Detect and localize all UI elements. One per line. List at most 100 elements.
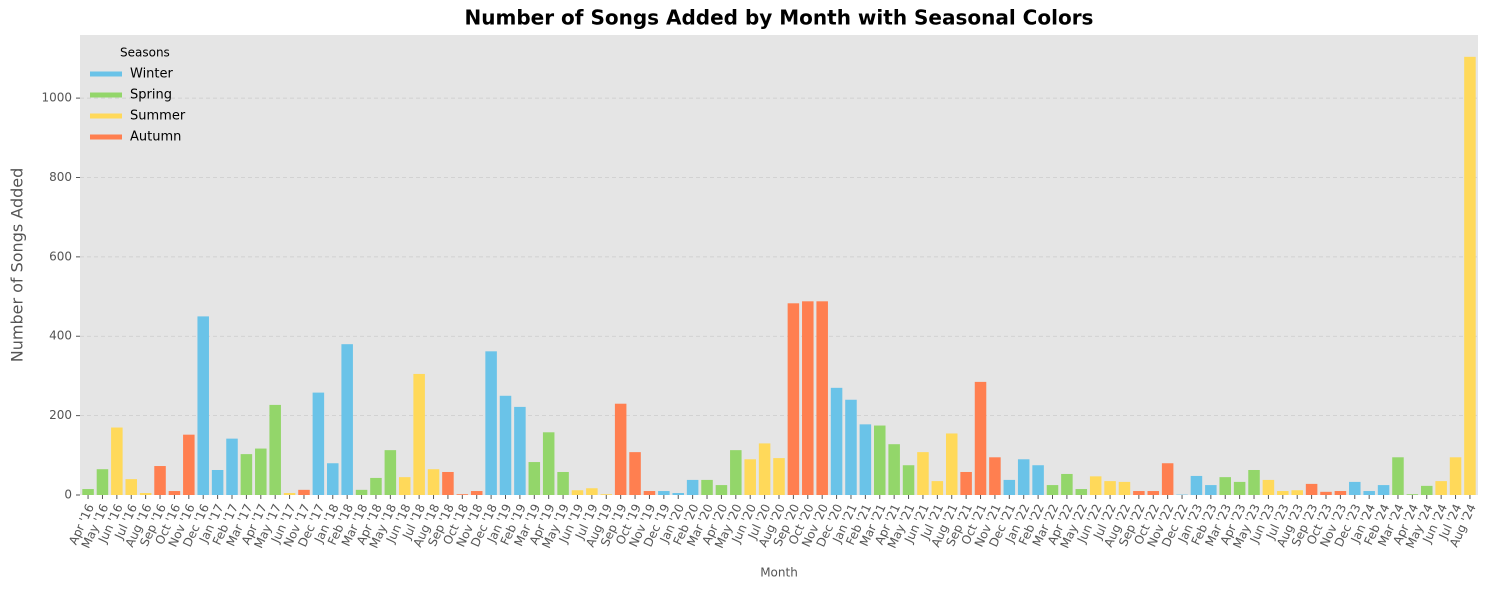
bar: [341, 344, 353, 495]
y-tick-label: 1000: [41, 91, 72, 105]
bar: [845, 399, 857, 495]
legend-label: Spring: [130, 88, 172, 103]
bar: [499, 395, 512, 495]
bar: [686, 479, 699, 495]
bar: [427, 469, 440, 495]
bar: [370, 477, 382, 495]
bar: [614, 403, 627, 495]
bar: [298, 489, 310, 495]
bar: [1262, 479, 1275, 495]
bar: [1277, 491, 1289, 495]
bar: [82, 489, 94, 495]
legend-label: Autumn: [130, 130, 181, 145]
bar: [1449, 457, 1462, 495]
bar: [528, 462, 541, 495]
bar: [470, 491, 483, 495]
bar: [1017, 459, 1030, 495]
bar: [1464, 56, 1476, 495]
bar: [1147, 491, 1160, 495]
bar: [1032, 465, 1044, 495]
bar: [1003, 479, 1016, 495]
legend-label: Summer: [130, 109, 186, 124]
bar: [1291, 490, 1303, 495]
bar: [571, 490, 584, 495]
bar: [542, 432, 555, 495]
bar: [1089, 476, 1102, 495]
bar: [830, 387, 843, 495]
bar: [312, 392, 325, 495]
bar: [111, 427, 123, 495]
bar: [787, 303, 800, 495]
bar: [1104, 481, 1116, 495]
bar: [931, 481, 944, 495]
bar: [974, 381, 987, 495]
bar: [384, 450, 397, 495]
bar: [355, 489, 368, 495]
bar: [283, 493, 296, 495]
bar: [672, 493, 684, 495]
bar: [1190, 475, 1203, 495]
bar: [1305, 483, 1318, 495]
y-tick-label: 0: [64, 488, 72, 502]
bar: [1133, 491, 1145, 495]
bar: [413, 373, 425, 495]
bar: [96, 469, 109, 495]
legend-label: Winter: [130, 67, 174, 82]
bar: [629, 452, 641, 495]
y-axis-label: Number of Songs Added: [8, 168, 27, 363]
bar: [1392, 457, 1404, 495]
bar: [1363, 491, 1375, 495]
y-tick-label: 800: [49, 170, 72, 184]
bar: [154, 466, 166, 495]
bar: [398, 477, 411, 495]
x-axis-label: Month: [760, 566, 798, 580]
bar: [586, 488, 598, 495]
bar: [802, 301, 814, 495]
bar: [1248, 469, 1260, 495]
bar: [327, 463, 339, 495]
bar: [600, 494, 613, 495]
legend-title: Seasons: [120, 46, 170, 60]
bar: [643, 491, 656, 495]
bar: [1377, 485, 1390, 495]
bar: [269, 404, 281, 495]
bar: [1406, 494, 1419, 495]
bar: [514, 406, 526, 495]
bar: [211, 469, 224, 495]
bar: [1233, 481, 1246, 495]
y-tick-label: 600: [49, 249, 72, 263]
bar: [960, 471, 972, 495]
bar: [888, 444, 900, 495]
bar: [859, 424, 872, 495]
bar: [1320, 491, 1332, 495]
bar: [1435, 481, 1447, 495]
bar: [874, 425, 886, 495]
bar: [226, 438, 238, 495]
bar: [1161, 463, 1174, 495]
bar: [139, 493, 152, 495]
y-tick-label: 400: [49, 329, 72, 343]
bar: [989, 457, 1001, 495]
bar: [816, 301, 828, 495]
bar: [197, 316, 209, 495]
bar: [1118, 481, 1131, 495]
bar: [442, 471, 454, 495]
bar: [183, 434, 195, 495]
bar: [945, 433, 958, 495]
bar: [758, 443, 771, 495]
bar: [744, 459, 756, 495]
plot-area: [80, 35, 1478, 495]
bar: [240, 454, 253, 495]
bar: [168, 491, 181, 495]
y-tick-label: 200: [49, 408, 72, 422]
bar: [456, 494, 469, 495]
bar: [1205, 485, 1217, 495]
bar: [485, 351, 497, 495]
bar: [730, 450, 742, 495]
bar: [1349, 481, 1361, 495]
chart-title: Number of Songs Added by Month with Seas…: [465, 6, 1094, 30]
bar: [902, 465, 915, 495]
bar: [125, 479, 138, 495]
bar: [658, 491, 670, 495]
bar: [255, 448, 267, 495]
